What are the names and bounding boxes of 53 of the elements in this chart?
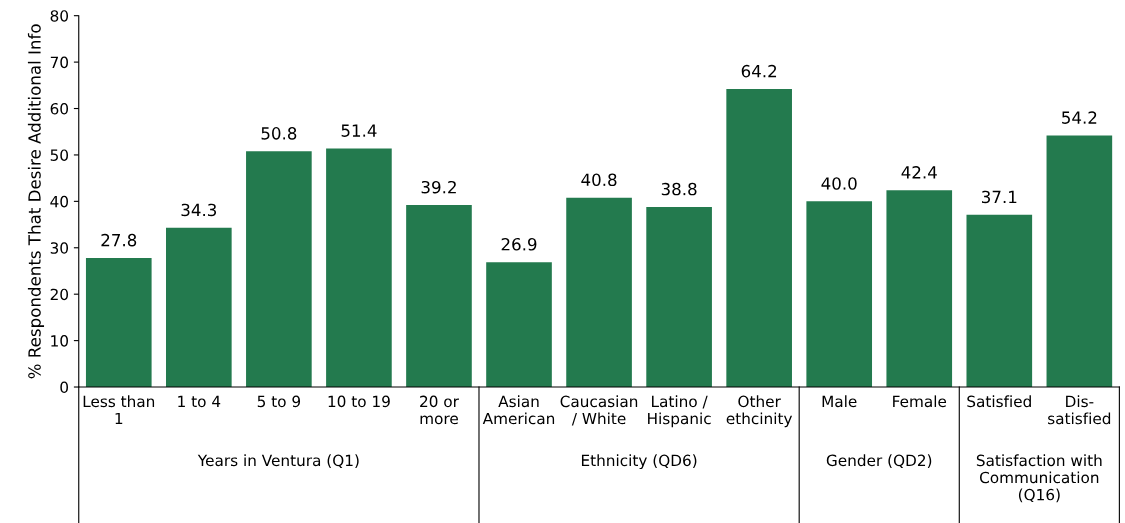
bar	[85, 257, 152, 388]
x-tick-label: Less than 1	[83, 395, 155, 425]
data-label: 38.8	[661, 182, 697, 196]
y-tick-label: 50	[50, 149, 69, 161]
bar	[566, 197, 632, 388]
data-label: 54.2	[1062, 111, 1097, 124]
text: Satisfaction with Communication (Q16)	[976, 454, 1102, 503]
data-label: 50.8	[261, 127, 297, 140]
x-tick-label: Dis- satisfied	[1048, 395, 1111, 425]
x-tick-label: 10 to 19	[328, 395, 390, 408]
text: Gender (QD2)	[826, 454, 932, 468]
text: Ethnicity (QD6)	[581, 454, 697, 470]
data-label: 40.8	[581, 173, 617, 187]
bar	[1046, 135, 1113, 388]
x-tick-label: Female	[893, 395, 947, 408]
y-tick-label: 20	[50, 288, 69, 301]
data-label: 39.2	[421, 180, 456, 194]
y-tick-label: 10	[51, 335, 69, 347]
x-tick-label: Asian American	[482, 395, 555, 425]
bar	[486, 262, 552, 388]
data-label: 34.3	[181, 203, 217, 217]
x-tick-label: Satisfied	[967, 395, 1031, 408]
bar	[166, 227, 232, 388]
y-tick-label: 40	[50, 195, 69, 208]
bar	[646, 206, 712, 388]
x-tick-label: Latino / Hispanic	[648, 395, 711, 428]
y-tick-label: 70	[50, 56, 69, 69]
bar	[886, 190, 953, 388]
bar	[406, 205, 472, 388]
data-label: 37.1	[982, 190, 1017, 204]
data-label: 51.4	[341, 124, 377, 137]
bar	[246, 151, 312, 388]
y-tick-label: 80	[50, 10, 69, 22]
text: Years in Ventura (Q1)	[197, 454, 359, 468]
x-tick-label: 1 to 4	[178, 395, 221, 408]
bar	[966, 214, 1033, 388]
bar	[726, 89, 792, 388]
y-tick-label: 0	[60, 381, 69, 394]
y-tick-label: 30	[50, 242, 69, 254]
x-tick-label: 20 or more	[420, 395, 459, 425]
x-tick-label: Other ethcinity	[726, 395, 793, 428]
data-label: 26.9	[501, 237, 537, 251]
data-label: 40.0	[821, 177, 857, 190]
bar	[806, 201, 873, 388]
bar	[326, 148, 392, 388]
y-tick-label: 60	[50, 102, 69, 115]
y-axis-title: % Respondents That Desire Additional Info	[27, 24, 45, 379]
x-tick-label: Caucasian / White	[560, 395, 638, 426]
x-tick-label: Male	[822, 395, 857, 408]
data-label: 42.4	[901, 166, 937, 179]
data-label: 64.2	[741, 64, 777, 78]
data-label: 27.8	[101, 233, 137, 247]
x-tick-label: 5 to 9	[257, 395, 301, 408]
